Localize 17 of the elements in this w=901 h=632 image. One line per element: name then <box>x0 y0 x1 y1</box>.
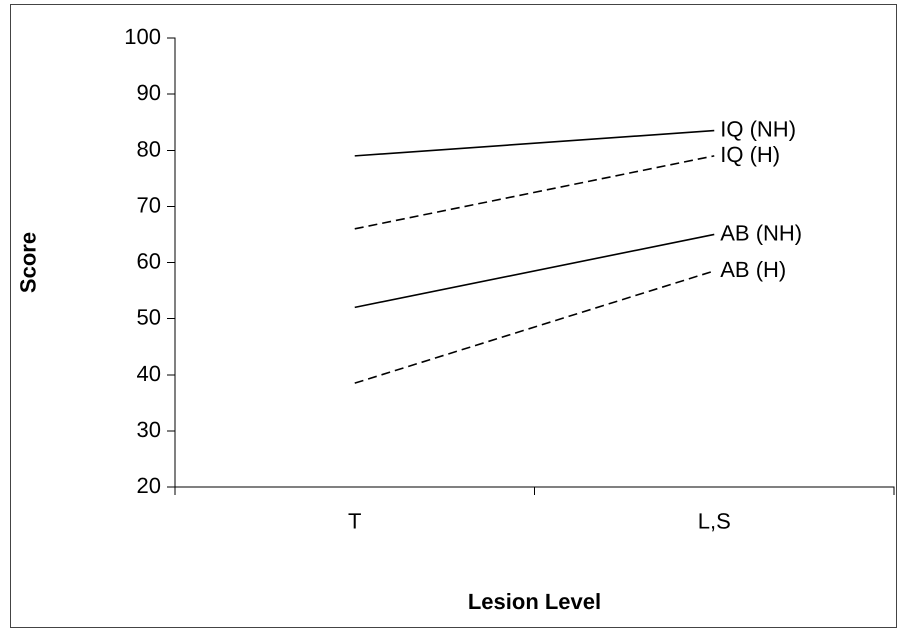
x-tick-label: T <box>348 508 362 534</box>
y-tick-label: 80 <box>136 136 161 162</box>
y-tick-label: 100 <box>124 24 161 50</box>
y-tick-label: 60 <box>136 248 161 274</box>
series-label: IQ (NH) <box>720 116 796 142</box>
x-axis-title: Lesion Level <box>468 588 602 614</box>
x-tick-label: L,S <box>698 508 731 534</box>
series-label: IQ (H) <box>720 142 780 167</box>
y-tick-label: 90 <box>136 80 161 106</box>
series-label: AB (H) <box>720 256 786 282</box>
y-tick-label: 50 <box>136 304 161 330</box>
y-tick-label: 70 <box>136 192 161 218</box>
y-tick-label: 20 <box>136 473 161 498</box>
y-tick-label: 30 <box>136 416 161 442</box>
y-tick-label: 40 <box>136 360 161 386</box>
series-label: AB (NH) <box>720 220 802 246</box>
y-axis-title: Score <box>15 232 40 294</box>
